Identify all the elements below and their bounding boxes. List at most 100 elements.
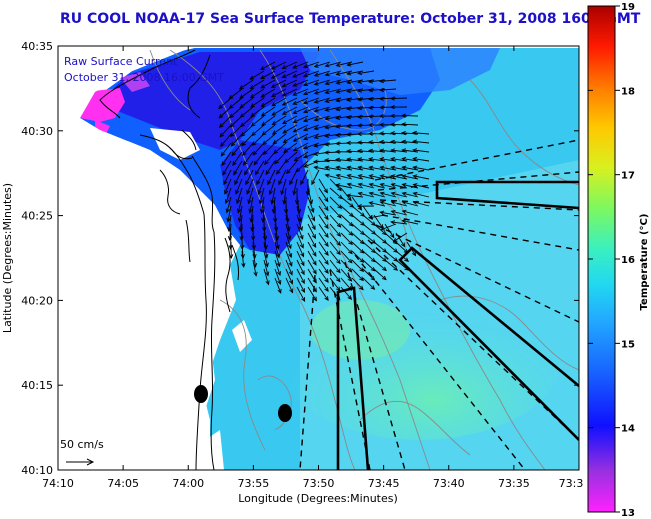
current-vector-head — [300, 261, 305, 267]
current-vector — [369, 202, 386, 207]
current-vector-head — [379, 210, 385, 215]
current-vector-head — [276, 169, 281, 175]
current-vector — [235, 178, 243, 194]
current-vector — [402, 201, 419, 207]
current-vector-head — [412, 139, 418, 144]
current-vector — [271, 61, 287, 70]
current-vector — [369, 183, 386, 189]
current-vector-head — [281, 92, 287, 97]
current-vector-head — [292, 137, 298, 142]
current-vector-head — [219, 132, 225, 138]
current-vector-head — [368, 79, 374, 84]
current-vector — [373, 214, 384, 229]
current-vector — [318, 205, 329, 220]
current-vector — [395, 250, 409, 262]
current-vector — [369, 97, 386, 100]
current-vector — [282, 61, 298, 69]
current-vector-head — [389, 96, 395, 101]
y-tick-label: 40:25 — [21, 210, 53, 223]
current-vector — [252, 142, 265, 156]
current-vector — [307, 214, 316, 230]
current-vector-head — [282, 129, 288, 134]
current-vector-head — [265, 280, 270, 286]
current-vector — [271, 106, 287, 116]
y-tick-label: 40:10 — [21, 464, 53, 477]
current-vector — [307, 268, 317, 283]
colorbar-tick-label: 16 — [621, 255, 635, 266]
current-vector-head — [336, 295, 341, 301]
current-vector-head — [281, 74, 287, 79]
x-tick-label: 73:40 — [433, 477, 465, 490]
current-vector-head — [260, 75, 265, 80]
current-vector — [285, 223, 291, 240]
current-vector — [380, 79, 397, 82]
x-tick-label: 73:50 — [303, 477, 335, 490]
current-vector — [351, 205, 365, 217]
colorbar-tick-label: 15 — [621, 339, 635, 350]
current-vector-head — [313, 63, 319, 68]
current-vector-head — [401, 183, 407, 188]
current-vector-head — [349, 212, 354, 218]
current-vector — [340, 268, 352, 282]
current-vector — [244, 160, 254, 175]
current-vector — [340, 196, 354, 208]
current-vector — [256, 169, 265, 185]
current-vector-head — [292, 109, 298, 114]
current-vector — [358, 106, 375, 109]
current-vector — [391, 183, 408, 189]
current-vector-head — [241, 141, 246, 147]
current-vector-head — [412, 165, 418, 170]
current-vector-head — [312, 251, 317, 257]
current-vector-head — [400, 242, 406, 248]
current-vector-head — [312, 287, 317, 293]
current-vector-head — [281, 65, 287, 70]
current-vector-head — [347, 295, 353, 300]
current-vector-head — [221, 161, 226, 167]
current-vector-head — [258, 199, 263, 205]
current-vector-head — [268, 190, 273, 196]
current-vector — [252, 259, 257, 276]
current-vector-head — [412, 148, 418, 153]
current-vector-head — [359, 267, 365, 273]
current-vector — [391, 210, 408, 216]
current-vector-head — [242, 160, 248, 166]
current-vector-head — [368, 182, 374, 187]
current-vector-head — [292, 128, 298, 133]
current-vector-head — [401, 191, 407, 196]
current-vector-head — [259, 208, 265, 214]
current-vector-head — [336, 286, 341, 292]
current-vector-head — [367, 122, 373, 128]
current-vector-head — [337, 213, 342, 219]
current-vector — [307, 223, 316, 239]
current-vector — [296, 232, 304, 248]
current-vector-head — [347, 267, 353, 273]
current-vector-head — [274, 159, 279, 165]
current-vector — [384, 250, 398, 262]
current-vector-head — [348, 221, 354, 227]
current-vector — [314, 124, 331, 130]
current-vector — [263, 259, 269, 276]
current-vector-head — [335, 157, 340, 162]
current-vector — [384, 232, 398, 245]
current-vector-head — [260, 84, 266, 89]
current-vector-head — [265, 170, 270, 176]
current-vector — [250, 106, 265, 117]
current-vector-head — [302, 109, 308, 114]
current-vector — [314, 88, 331, 94]
current-vector-head — [250, 112, 256, 118]
current-vector-head — [390, 148, 396, 153]
current-vector — [303, 88, 320, 95]
current-vector — [274, 223, 278, 240]
current-vector — [255, 160, 265, 175]
current-vector-head — [335, 132, 340, 138]
current-vector — [402, 210, 419, 216]
current-vector — [336, 79, 353, 84]
current-vector-head — [292, 82, 298, 87]
current-vector-head — [370, 257, 376, 263]
current-vector — [390, 97, 408, 99]
current-vector — [227, 205, 232, 222]
current-vector-head — [412, 156, 418, 162]
current-vector — [274, 259, 281, 276]
current-vector-head — [370, 276, 376, 281]
